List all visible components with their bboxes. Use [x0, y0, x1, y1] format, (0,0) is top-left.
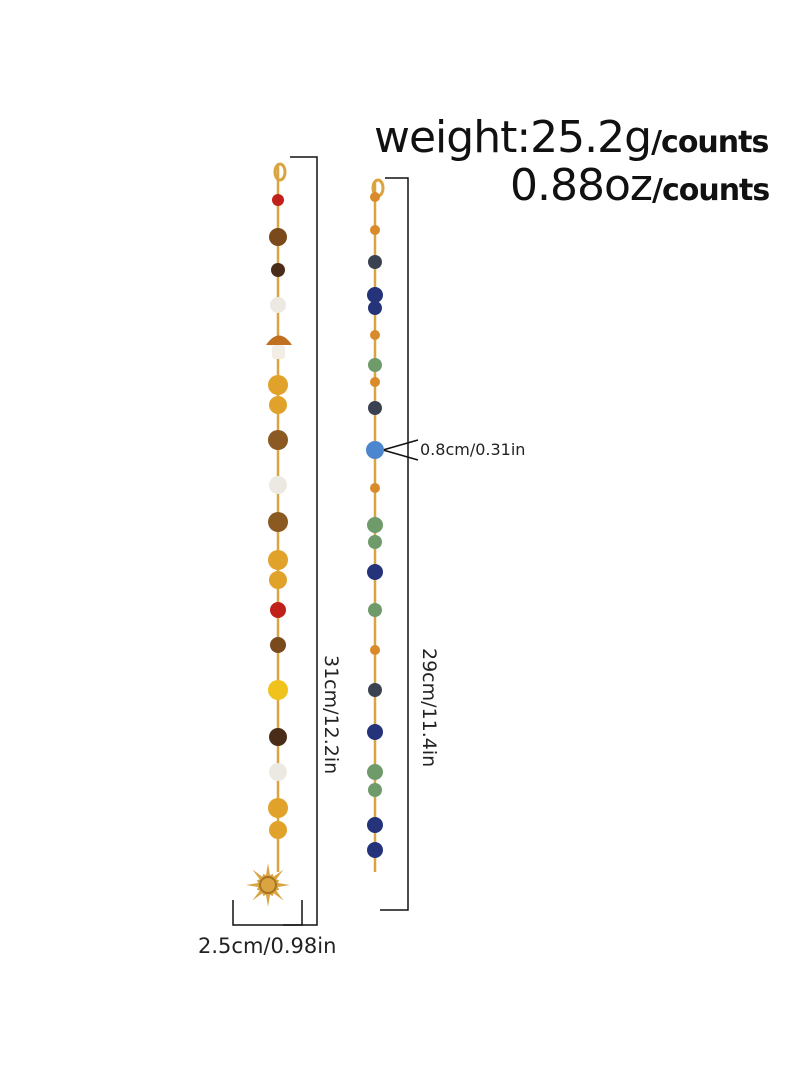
bead — [368, 401, 382, 415]
bead — [269, 763, 287, 781]
bead — [368, 255, 382, 269]
bead — [366, 441, 384, 459]
sun-center — [259, 876, 277, 894]
right-length-label: 29cm/11.4in — [418, 648, 440, 768]
bead — [367, 764, 383, 780]
bead — [272, 194, 284, 206]
weight-grams: weight:25.2g/counts — [374, 112, 769, 163]
bead — [270, 602, 286, 618]
bead — [367, 817, 383, 833]
bead — [368, 603, 382, 617]
bead — [271, 263, 285, 277]
left-length-bracket — [283, 156, 318, 926]
bead — [370, 483, 380, 493]
bead — [270, 637, 286, 653]
bead — [269, 821, 287, 839]
bead — [269, 476, 287, 494]
pendant-width-bracket — [232, 900, 303, 926]
bead — [268, 798, 288, 818]
bead — [368, 683, 382, 697]
mushroom-stem — [272, 345, 285, 359]
bead — [268, 430, 288, 450]
bead — [370, 330, 380, 340]
bead-size-label: 0.8cm/0.31in — [420, 440, 526, 459]
bead — [368, 301, 382, 315]
weight-grams-value: weight:25.2g — [374, 112, 652, 163]
bead — [269, 396, 287, 414]
bead — [269, 228, 287, 246]
bead-size-pointer — [380, 439, 419, 461]
weight-ounces-value: 0.88oz — [510, 160, 653, 211]
left-clasp — [273, 162, 287, 182]
pendant-width-label: 2.5cm/0.98in — [198, 934, 337, 958]
bead — [268, 375, 288, 395]
left-length-label: 31cm/12.2in — [320, 655, 342, 775]
bead — [370, 645, 380, 655]
bead — [370, 225, 380, 235]
sun-pendant-icon — [246, 863, 290, 907]
mushroom-bead — [266, 335, 292, 345]
bead — [268, 512, 288, 532]
right-length-bracket — [380, 177, 409, 911]
bead — [270, 297, 286, 313]
bead — [370, 377, 380, 387]
bead — [367, 287, 383, 303]
bead — [269, 571, 287, 589]
weight-grams-unit: /counts — [651, 125, 769, 160]
bead — [368, 358, 382, 372]
bead — [370, 192, 380, 202]
bead — [268, 680, 288, 700]
bead — [368, 783, 382, 797]
weight-ounces-unit: /counts — [651, 173, 770, 208]
bead — [367, 842, 383, 858]
bead — [268, 550, 288, 570]
bead — [368, 535, 382, 549]
bead — [367, 724, 383, 740]
bead — [367, 517, 383, 533]
weight-ounces: 0.88oz/counts — [510, 160, 770, 211]
moon-pendant-icon — [371, 872, 388, 901]
bead — [269, 728, 287, 746]
bead — [367, 564, 383, 580]
